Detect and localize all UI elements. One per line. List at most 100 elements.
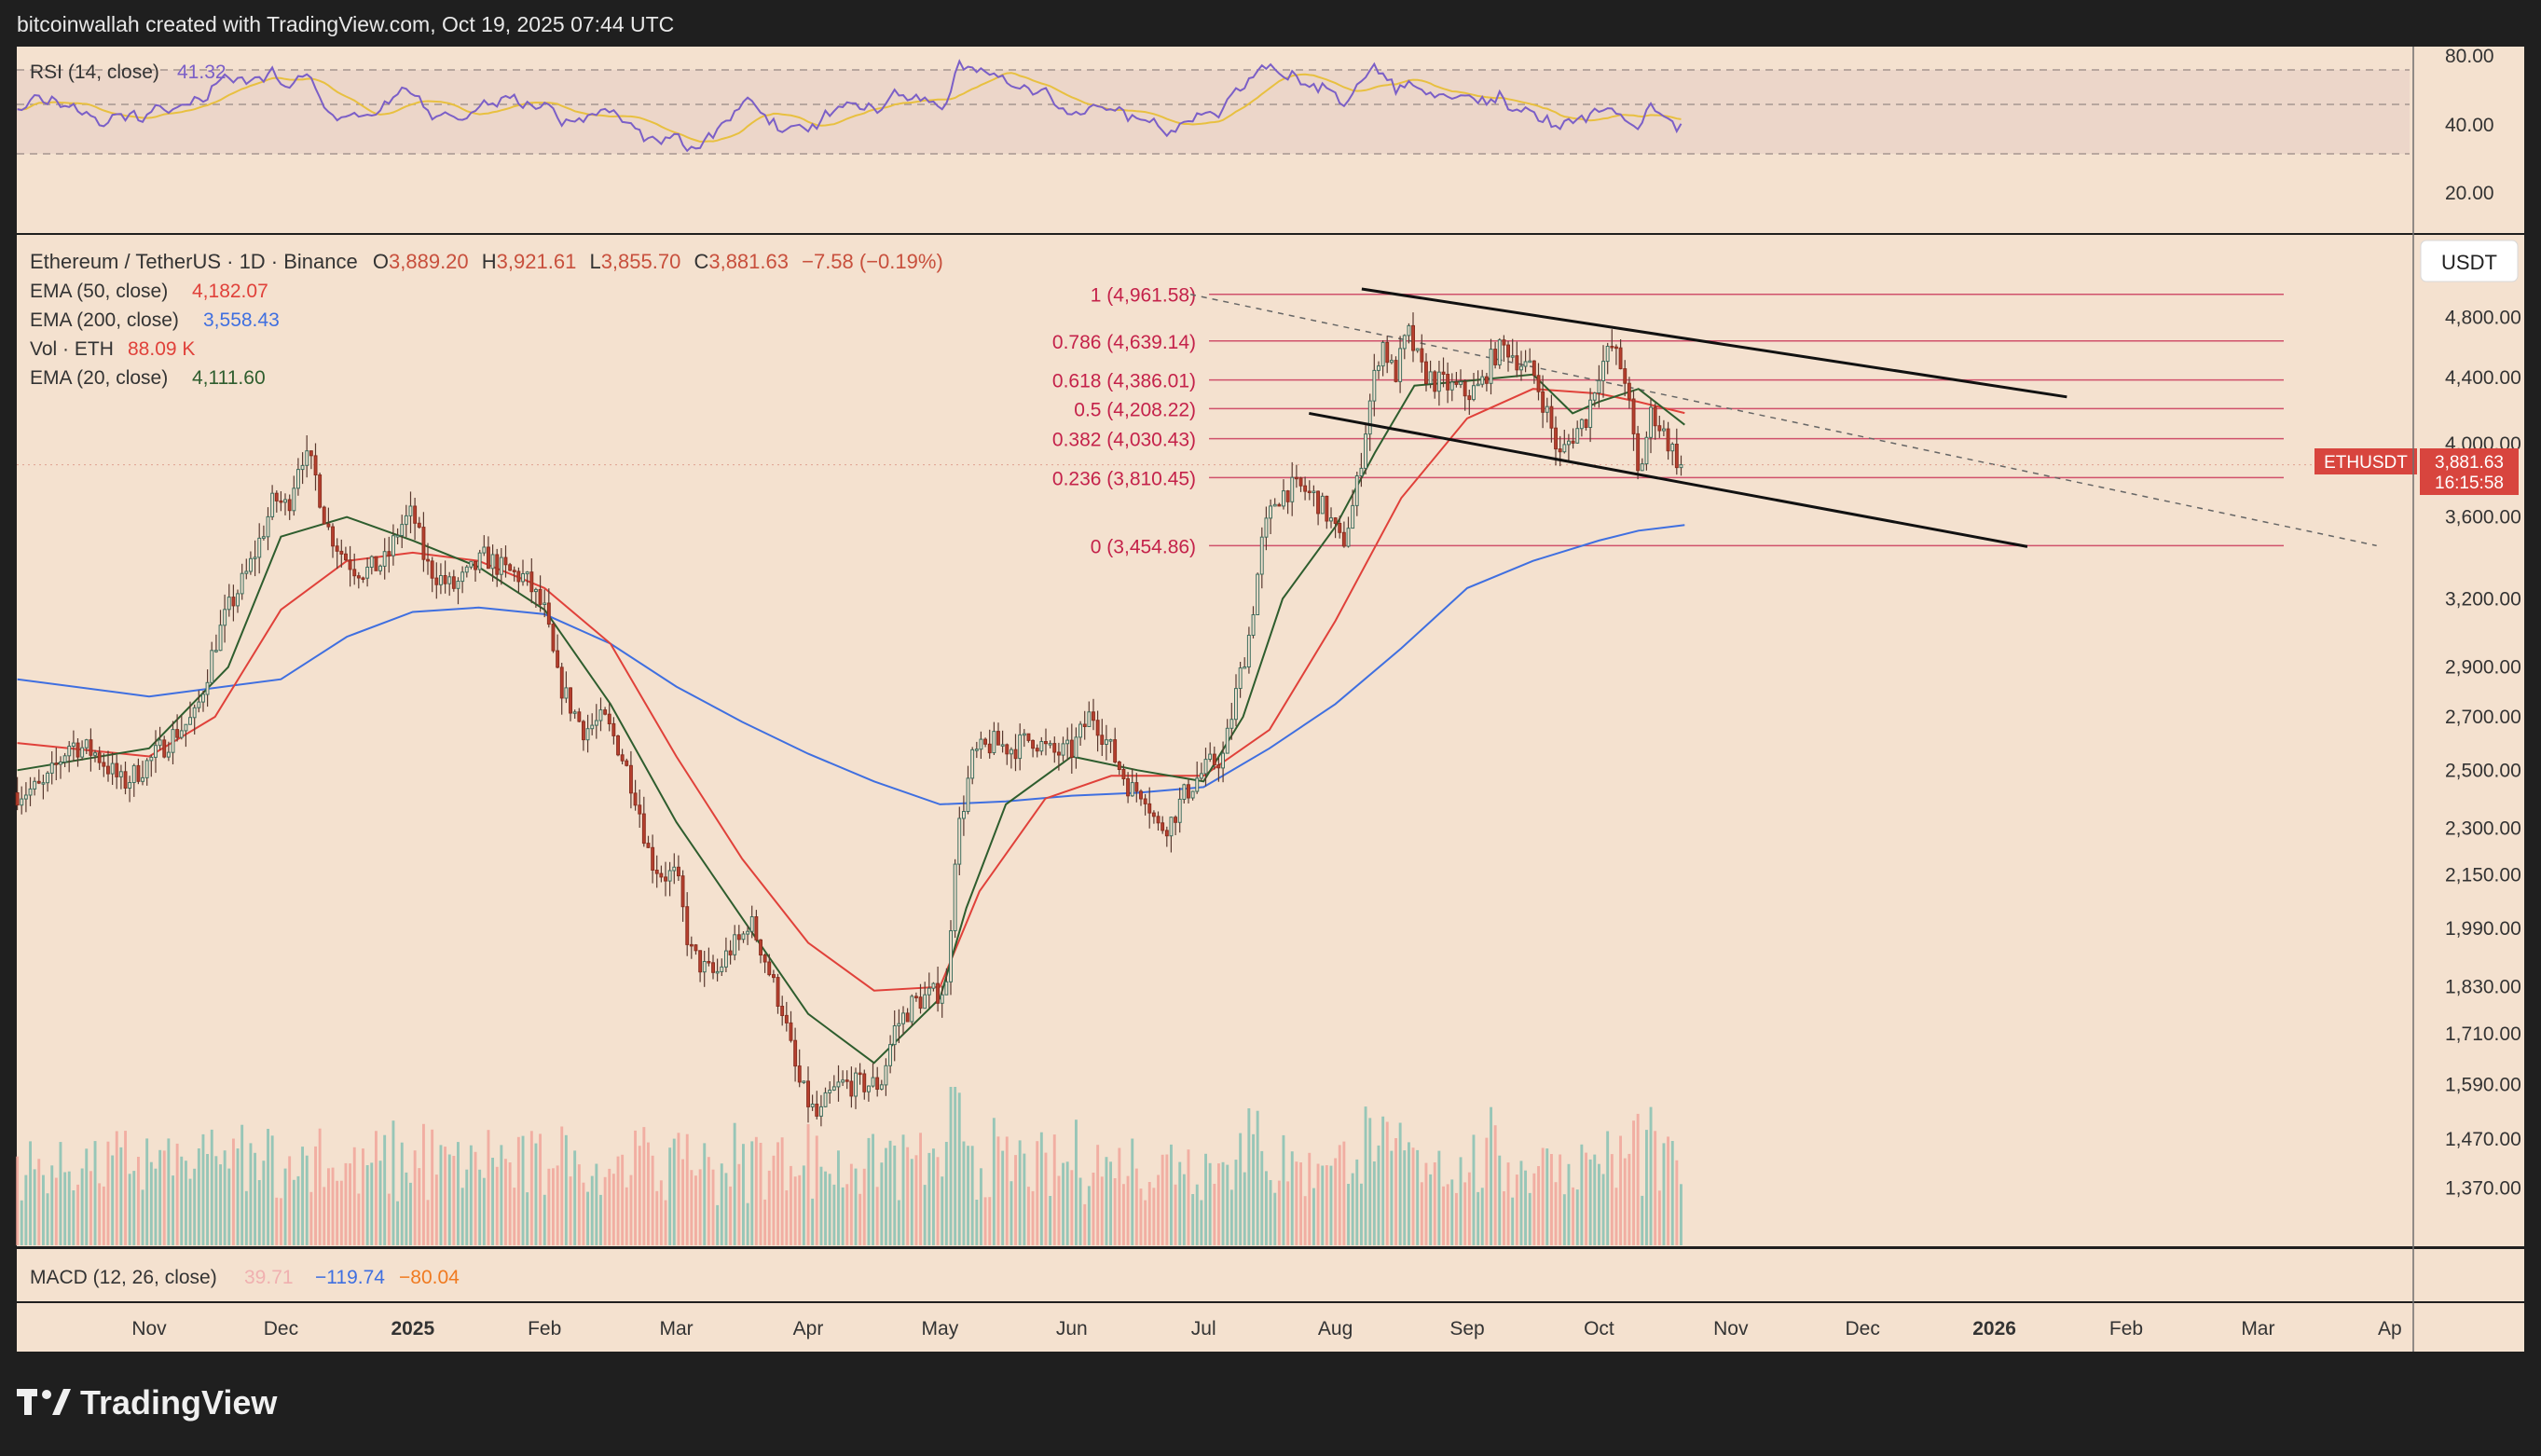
candle-body [1545, 405, 1549, 413]
candle-body [1147, 803, 1152, 814]
volume-bar [1065, 1161, 1069, 1245]
candle-body [322, 506, 326, 525]
candle-body [1341, 531, 1346, 547]
candle-body [1000, 744, 1005, 747]
volume-bar [790, 1165, 792, 1245]
rsi-axis-label-80: 80.00 [2445, 46, 2494, 67]
candle-body [192, 707, 197, 719]
volume-bar [941, 1176, 944, 1245]
candle-body [1605, 346, 1610, 363]
candle-body [603, 709, 608, 715]
volume-bar [349, 1163, 351, 1245]
price-axis-label: 1,470.00 [2445, 1129, 2521, 1150]
volume-layer [16, 1087, 1683, 1245]
volume-bar [362, 1148, 364, 1245]
volume-bar [474, 1151, 477, 1245]
candle-body [175, 729, 180, 738]
volume-bar [175, 1143, 179, 1245]
volume-bar [611, 1174, 615, 1245]
volume-bar [1031, 1190, 1035, 1245]
candle-body [664, 876, 667, 882]
candle-body [569, 687, 572, 714]
candle-body [1497, 339, 1502, 365]
candle-body [84, 739, 89, 749]
volume-bar [1057, 1175, 1061, 1245]
volume-bar [111, 1155, 115, 1245]
volume-bar [1075, 1119, 1078, 1245]
macd-value-2: −119.74 [315, 1267, 385, 1288]
volume-bar [1368, 1118, 1372, 1245]
candle-body [1484, 376, 1489, 384]
candle-body [685, 906, 690, 945]
candle-body [305, 450, 309, 466]
volume-bar [33, 1169, 36, 1245]
tradingview-logo-icon [17, 1389, 71, 1415]
candle-body [240, 572, 244, 595]
candle-body [1389, 360, 1394, 364]
volume-bar [595, 1163, 598, 1245]
time-axis-label: Feb [2109, 1318, 2143, 1339]
candle-body [1446, 374, 1450, 391]
volume-bar [1515, 1174, 1518, 1245]
candle-body [1164, 830, 1169, 837]
volume-bar [1545, 1148, 1549, 1245]
candle-body [439, 575, 443, 585]
volume-bar [802, 1165, 805, 1245]
volume-bar [1139, 1188, 1143, 1245]
volume-bar [1014, 1155, 1017, 1245]
candle-body [1333, 517, 1338, 524]
candle-body [772, 974, 776, 979]
candle-body [1216, 764, 1221, 769]
volume-bar [1416, 1149, 1420, 1245]
legend-high-label: H [482, 250, 497, 273]
candle-body [767, 961, 772, 976]
volume-bar [914, 1155, 918, 1245]
candle-body [456, 581, 460, 589]
volume-bar [737, 1163, 741, 1245]
candle-body [901, 1012, 905, 1024]
currency-button-bg[interactable] [2420, 240, 2519, 282]
volume-bar [967, 1146, 969, 1245]
volume-bar [323, 1187, 326, 1245]
volume-bar [608, 1168, 611, 1245]
candle-body [171, 729, 175, 753]
volume-bar [1554, 1182, 1558, 1245]
volume-bar [1398, 1122, 1402, 1245]
currency-button[interactable]: USDT [2420, 240, 2519, 282]
candle-body [1238, 667, 1243, 689]
candle-body [1415, 348, 1420, 351]
candle-body [1035, 748, 1039, 752]
time-axis-background [17, 1303, 2524, 1352]
candle-body [344, 553, 348, 561]
candle-body [654, 870, 659, 874]
candle-body [546, 602, 551, 625]
candle-body [205, 681, 210, 695]
volume-bar [227, 1168, 231, 1245]
candle-body [141, 776, 145, 782]
legend-volume-value: 88.09 K [128, 338, 195, 360]
candle-body [1662, 428, 1666, 432]
candle-body [1653, 406, 1657, 427]
candle-body [577, 711, 582, 722]
volume-bar [854, 1168, 858, 1245]
volume-bar [685, 1133, 689, 1245]
volume-bar [418, 1168, 421, 1245]
volume-bar [1572, 1187, 1574, 1245]
volume-bar [980, 1168, 982, 1245]
volume-bar [119, 1147, 123, 1245]
volume-bar [149, 1161, 153, 1245]
macd-pane-background [17, 1249, 2524, 1301]
volume-bar [1087, 1186, 1091, 1245]
volume-bar [1083, 1203, 1087, 1245]
candle-body [162, 739, 167, 758]
candle-body [516, 570, 521, 583]
ema200-line [17, 524, 1685, 805]
volume-bar [405, 1172, 408, 1245]
volume-bar [582, 1182, 585, 1245]
volume-bar [145, 1138, 149, 1245]
currency-button-label[interactable]: USDT [2441, 251, 2497, 274]
candle-body [391, 535, 395, 556]
legend-ema200-name: EMA (200, close) [30, 309, 179, 331]
time-axis-label: Sep [1449, 1318, 1484, 1339]
